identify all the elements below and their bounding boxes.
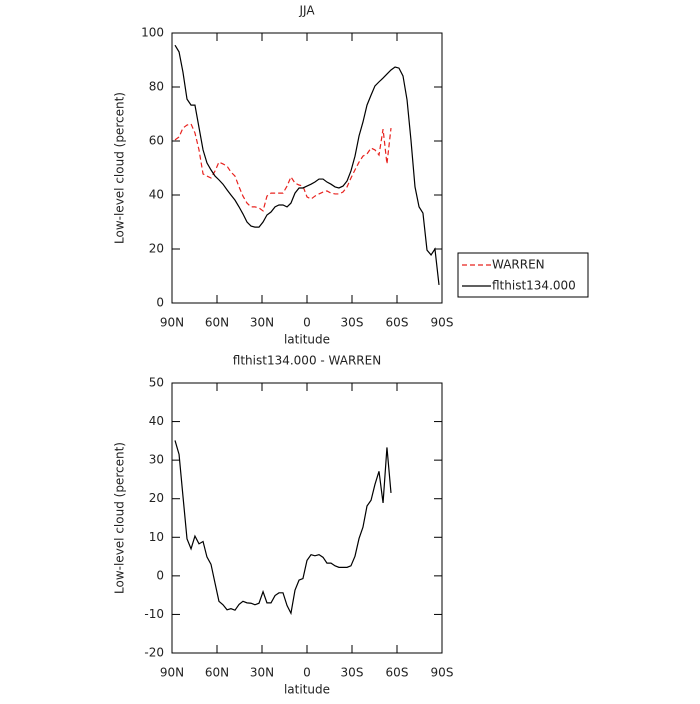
data-line	[174, 440, 392, 616]
x-tick-label: 90N	[160, 666, 184, 680]
y-tick-label: 20	[149, 242, 164, 256]
chart-title: flthist134.000 - WARREN	[233, 354, 381, 368]
y-tick-label: 0	[156, 568, 164, 582]
x-tick-label: 90N	[160, 316, 184, 330]
x-tick-label: 0	[303, 316, 311, 330]
legend-label: flthist134.000	[492, 279, 576, 293]
x-tick-label: 30S	[341, 666, 364, 680]
chart-title: JJA	[298, 4, 315, 18]
y-tick-label: 30	[149, 453, 164, 467]
x-tick-label: 60N	[205, 316, 229, 330]
x-tick-label: 30N	[250, 316, 274, 330]
y-tick-label: 20	[149, 491, 164, 505]
y-tick-label: -20	[144, 646, 164, 660]
x-axis-label: latitude	[284, 333, 330, 347]
x-tick-label: 60S	[386, 666, 409, 680]
data-line	[174, 123, 392, 212]
y-tick-label: 100	[141, 26, 164, 40]
y-tick-label: 50	[149, 376, 164, 390]
y-tick-label: 80	[149, 80, 164, 94]
x-tick-label: 60N	[205, 666, 229, 680]
plot-frame	[171, 382, 443, 654]
x-tick-label: 30N	[250, 666, 274, 680]
x-tick-label: 60S	[386, 316, 409, 330]
y-axis-label: Low-level cloud (percent)	[113, 92, 127, 244]
y-axis-label: Low-level cloud (percent)	[113, 442, 127, 594]
y-tick-label: 60	[149, 134, 164, 148]
y-tick-label: 40	[149, 414, 164, 428]
y-tick-label: 0	[156, 296, 164, 310]
plot-frame	[171, 32, 443, 304]
x-axis-label: latitude	[284, 683, 330, 697]
x-tick-label: 0	[303, 666, 311, 680]
y-tick-label: -10	[144, 607, 164, 621]
legend-label: WARREN	[492, 258, 545, 272]
x-tick-label: 30S	[341, 316, 364, 330]
legend-box	[457, 252, 589, 298]
x-tick-label: 90S	[431, 316, 454, 330]
y-tick-label: 10	[149, 530, 164, 544]
data-line	[174, 44, 440, 285]
y-tick-label: 40	[149, 188, 164, 202]
x-tick-label: 90S	[431, 666, 454, 680]
